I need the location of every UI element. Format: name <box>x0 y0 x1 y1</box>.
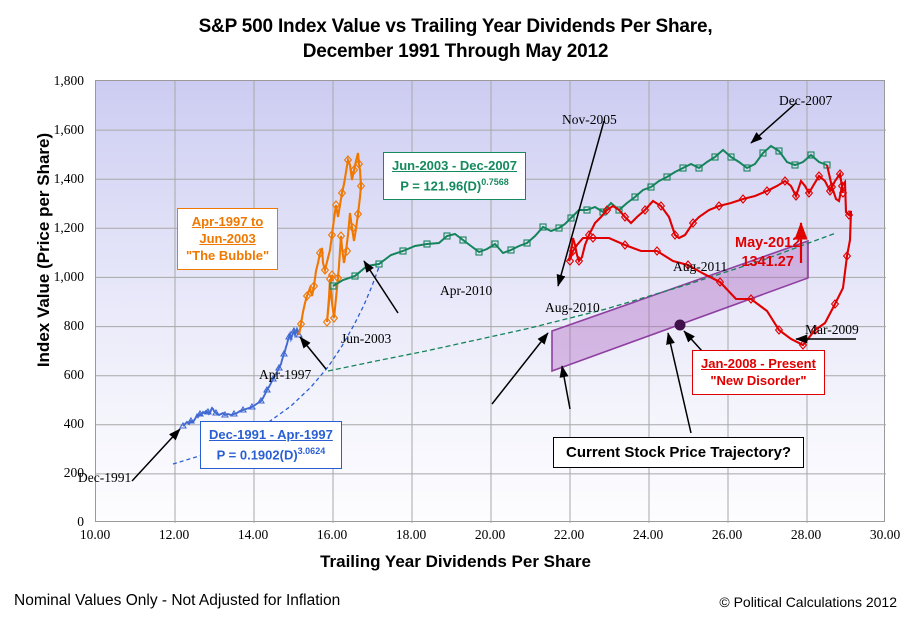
x-tick-10: 10.00 <box>79 527 111 542</box>
y-tick-0: 0 <box>77 514 84 529</box>
orange-box-line1: Apr-1997 to <box>191 214 264 229</box>
chart-title-line2: December 1991 Through May 2012 <box>302 41 609 62</box>
gridlines-vertical <box>174 81 808 523</box>
y-tick-800: 800 <box>63 318 84 333</box>
orange-box-line2: Jun-2003 <box>199 231 256 246</box>
x-tick-20: 20.00 <box>474 527 506 542</box>
trajectory-callout-label: Current Stock Price Trajectory? <box>566 444 792 461</box>
label-may-2012: May-2012 1341.27 <box>735 234 800 272</box>
x-tick-14: 14.00 <box>237 527 269 542</box>
footer-copyright: © Political Calculations 2012 <box>719 594 897 610</box>
series-jan2008-present <box>565 164 854 350</box>
green-box-line2: P = 121.96(D)0.7568 <box>400 177 509 194</box>
x-tick-30: 30.00 <box>869 527 901 542</box>
orange-bubble-box: Apr-1997 to Jun-2003 "The Bubble" <box>177 208 279 270</box>
label-nov-2005: Nov-2005 <box>562 112 617 127</box>
chart-title: S&P 500 Index Value vs Trailing Year Div… <box>0 14 911 64</box>
series-dec1991-apr1997 <box>179 326 303 429</box>
y-tick-400: 400 <box>63 416 84 431</box>
y-tick-1000: 1,000 <box>53 269 84 284</box>
plot-svg <box>96 81 886 523</box>
x-tick-28: 28.00 <box>790 527 822 542</box>
x-tick-12: 12.00 <box>158 527 190 542</box>
may-2012-value: 1341.27 <box>741 254 794 270</box>
label-aug-2011: Aug-2011 <box>673 259 728 274</box>
y-tick-1200: 1,200 <box>53 220 84 235</box>
y-tick-600: 600 <box>63 367 84 382</box>
x-tick-26: 26.00 <box>711 527 743 542</box>
x-tick-16: 16.00 <box>316 527 348 542</box>
trajectory-anchor-dot <box>674 319 686 331</box>
chart-title-line1: S&P 500 Index Value vs Trailing Year Div… <box>198 16 713 37</box>
footer-note: Nominal Values Only - Not Adjusted for I… <box>14 592 341 609</box>
y-tick-1800: 1,800 <box>53 73 84 88</box>
blue-equation-box: Dec-1991 - Apr-1997 P = 0.1902(D)3.0624 <box>200 421 342 470</box>
y-tick-1400: 1,400 <box>53 171 84 186</box>
trendline-1991-1997 <box>172 266 380 465</box>
y-tick-1600: 1,600 <box>53 122 84 137</box>
x-axis-title: Trailing Year Dividends Per Share <box>320 552 591 571</box>
red-box-line1: Jan-2008 - Present <box>701 356 816 371</box>
trendline-2003-2007 <box>327 232 837 372</box>
label-apr-2010: Apr-2010 <box>440 283 493 298</box>
x-tick-22: 22.00 <box>553 527 585 542</box>
orange-box-line3: "The Bubble" <box>186 248 270 263</box>
y-tick-200: 200 <box>63 465 84 480</box>
red-box-line2: "New Disorder" <box>710 373 807 388</box>
blue-box-line1: Dec-1991 - Apr-1997 <box>209 427 333 442</box>
series-jun2003-dec2007 <box>329 144 831 290</box>
label-apr-1997: Apr-1997 <box>259 367 312 382</box>
may-2012-date: May-2012 <box>735 235 801 251</box>
blue-box-line2: P = 0.1902(D)3.0624 <box>216 446 326 463</box>
x-tick-24: 24.00 <box>632 527 664 542</box>
trajectory-band <box>551 239 809 373</box>
label-jun-2003: Jun-2003 <box>341 331 392 346</box>
label-mar-2009: Mar-2009 <box>805 322 859 337</box>
label-dec-2007: Dec-2007 <box>779 93 833 108</box>
annotation-leaders <box>131 102 856 482</box>
green-box-line1: Jun-2003 - Dec-2007 <box>392 158 518 173</box>
red-disorder-box: Jan-2008 - Present "New Disorder" <box>692 350 825 395</box>
green-equation-box: Jun-2003 - Dec-2007 P = 121.96(D)0.7568 <box>383 152 527 201</box>
x-tick-18: 18.00 <box>395 527 427 542</box>
trajectory-callout-box: Current Stock Price Trajectory? <box>553 437 805 468</box>
series-apr1997-jun2003 <box>296 152 366 336</box>
label-dec-1991: Dec-1991 <box>78 470 132 485</box>
label-aug-2010: Aug-2010 <box>545 300 600 315</box>
